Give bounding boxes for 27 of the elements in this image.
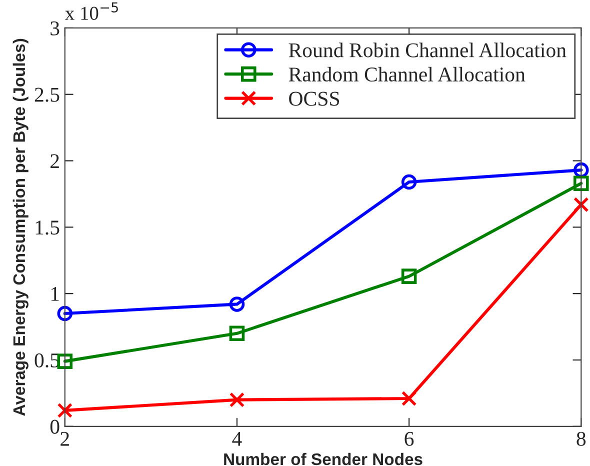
point bbox=[229, 392, 245, 408]
y-tick-label: 1.5 bbox=[36, 220, 60, 235]
point bbox=[57, 306, 73, 322]
point bbox=[57, 402, 73, 418]
x-tick-label: 8 bbox=[576, 432, 586, 446]
x-axis-title: Number of Sender Nodes bbox=[224, 452, 422, 466]
point bbox=[574, 196, 589, 212]
point bbox=[229, 296, 245, 312]
y-tick-label: 0 bbox=[50, 420, 60, 434]
x-tick-label: 4 bbox=[232, 432, 242, 446]
text: x 10$^{−5}$ bbox=[65, 2, 118, 20]
point bbox=[57, 354, 73, 369]
legend-label: OCSS bbox=[289, 92, 340, 106]
x-tick-label: 6 bbox=[404, 432, 414, 446]
y-tick-label: 3 bbox=[50, 21, 60, 36]
legend-label: Random Channel Allocation bbox=[288, 66, 526, 82]
y-axis-title: Average Energy Consumption per Byte (Joules) bbox=[12, 38, 28, 416]
point bbox=[574, 176, 589, 191]
x-tick-label: 2 bbox=[60, 432, 69, 446]
legend-label: Round Robin Channel Allocation bbox=[288, 42, 566, 58]
point bbox=[401, 390, 417, 406]
y-tick-label: 1 bbox=[51, 287, 59, 301]
y-tick-label: 2 bbox=[50, 154, 59, 168]
y-tick-label: 2.5 bbox=[34, 88, 60, 102]
point bbox=[229, 326, 245, 342]
point bbox=[401, 268, 417, 284]
point bbox=[401, 174, 417, 190]
